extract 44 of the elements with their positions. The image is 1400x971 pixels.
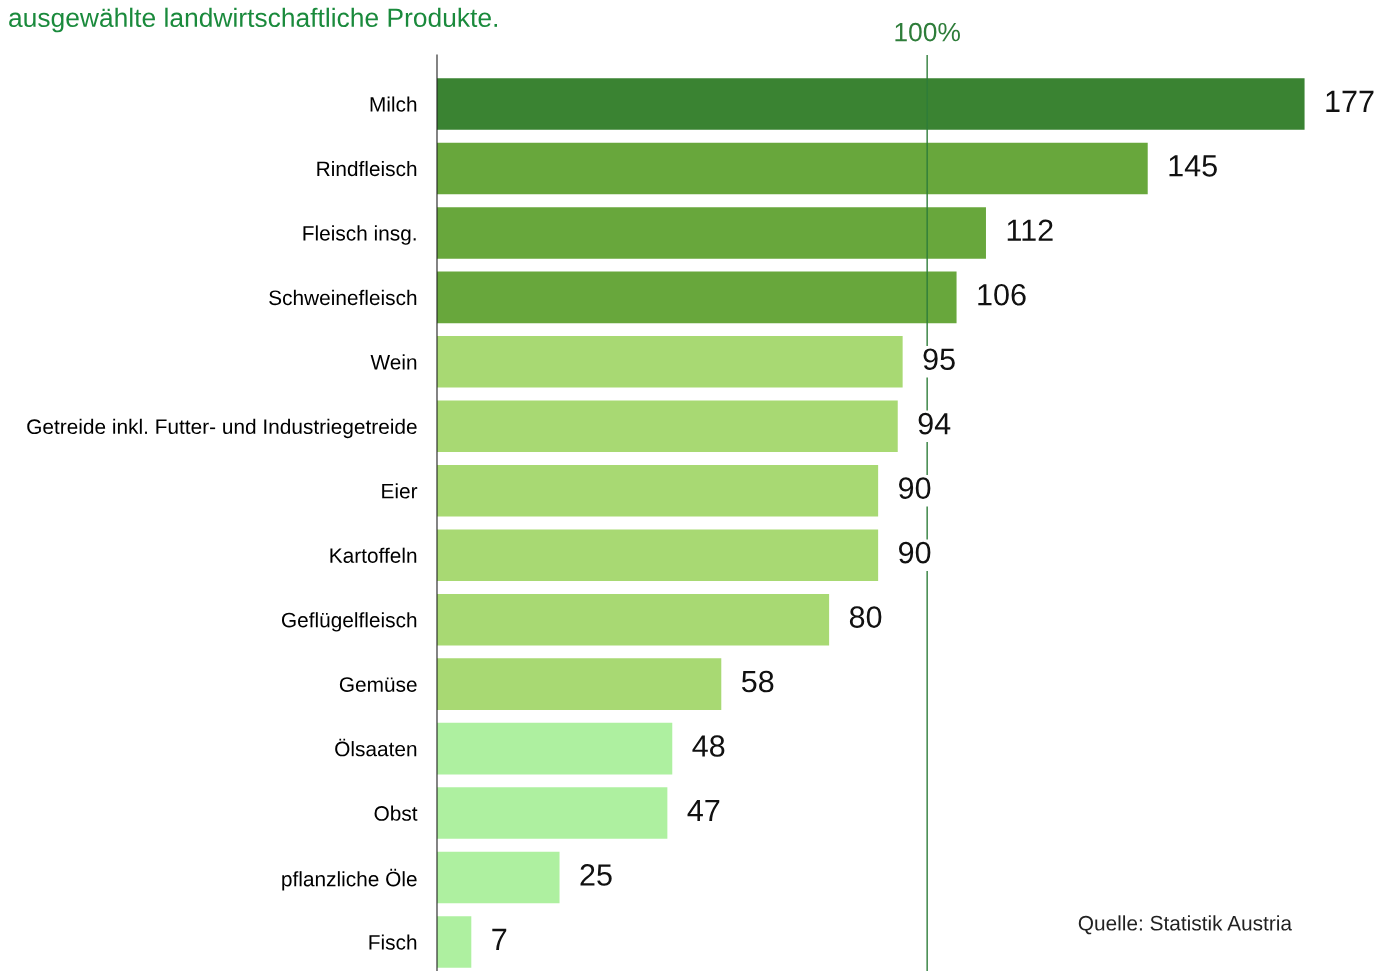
- bar: [437, 593, 830, 646]
- y-tick-label: Ölsaaten: [335, 738, 417, 757]
- bar: [437, 916, 472, 968]
- y-tick-label: Rindfleisch: [317, 160, 417, 177]
- y-tick-label: Milch: [370, 96, 417, 112]
- data-label: 58: [741, 670, 774, 693]
- y-tick-label: Wein: [370, 354, 417, 370]
- data-label: 25: [580, 864, 612, 886]
- bar: [437, 207, 986, 259]
- y-tick-label: Getreide inkl. Futter- und Industriegetreide: [27, 418, 417, 439]
- data-label: 95: [923, 348, 955, 371]
- bar: [437, 336, 903, 388]
- data-label: 177: [1326, 90, 1374, 112]
- data-label: 7: [492, 928, 507, 950]
- data-label: 145: [1169, 155, 1217, 177]
- data-label: 106: [978, 283, 1026, 306]
- y-tick-label: Gemüse: [339, 677, 417, 692]
- data-label: 112: [1007, 219, 1053, 241]
- y-tick-label: Kartoffeln: [330, 547, 417, 563]
- data-label: 90: [899, 477, 931, 499]
- y-tick-label: Schweinefleisch: [269, 289, 417, 306]
- bar: [437, 851, 560, 904]
- y-tick-label: Geflügelfleisch: [281, 612, 417, 632]
- annotation: Quelle: Statistik Austria: [1078, 915, 1293, 935]
- bar: [437, 787, 668, 839]
- data-label: 48: [692, 735, 725, 757]
- bar: [437, 464, 879, 517]
- bar: [437, 658, 722, 710]
- y-tick-label: pflanzliche Öle: [282, 868, 417, 891]
- bar: [437, 400, 898, 453]
- bar: [437, 529, 879, 582]
- y-tick-label: Fisch: [369, 934, 417, 950]
- y-tick-label: Eier: [382, 483, 418, 499]
- bar: [437, 722, 673, 775]
- y-tick-label: Obst: [374, 805, 418, 821]
- bar: [437, 142, 1148, 195]
- data-label: 94: [918, 412, 951, 435]
- data-label: 80: [849, 606, 882, 628]
- ref-line-label: 100%: [895, 22, 960, 42]
- data-label: 47: [687, 799, 720, 821]
- y-tick-label: Fleisch insg.: [303, 225, 416, 245]
- chart-title: ausgewählte landwirtschaftliche Produkte.: [9, 7, 497, 33]
- data-label: 90: [899, 541, 931, 564]
- bar: [437, 271, 957, 324]
